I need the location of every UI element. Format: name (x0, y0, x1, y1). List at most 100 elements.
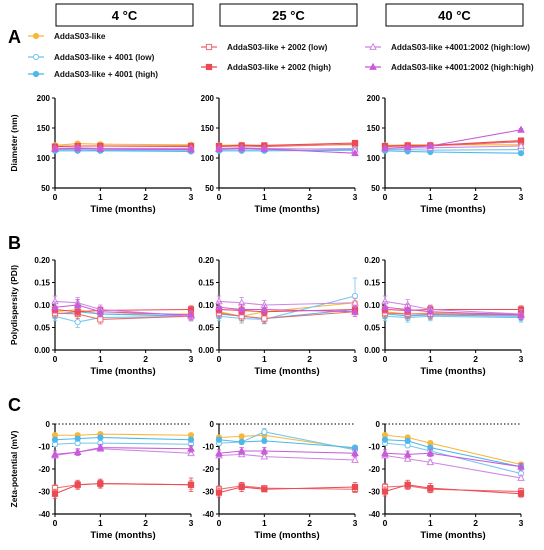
series-line (384, 454, 522, 479)
data-point (351, 307, 359, 315)
x-tick-label: 2 (473, 192, 478, 202)
y-tick-label: -30 (368, 488, 380, 497)
y-tick-label: 200 (367, 94, 381, 103)
header-25c: 25 °C (272, 8, 305, 23)
data-point (261, 315, 268, 322)
data-point (351, 455, 359, 463)
data-point (404, 437, 411, 444)
header-box-40c (385, 3, 524, 27)
series-line (384, 129, 522, 149)
series-line (54, 442, 192, 445)
y-tick-label: 0.05 (198, 324, 214, 333)
y-tick-label: 0.10 (34, 301, 50, 310)
y-tick-label: -10 (202, 443, 214, 452)
y-tick-label: 150 (201, 124, 215, 133)
chart-panel: 0.00 0.05 0.10 0.15 0.20 0 1 2 3 Time (months) (364, 256, 525, 377)
x-tick-label: 2 (473, 518, 478, 528)
x-axis-label: Time (months) (254, 530, 319, 541)
y-tick-label: -40 (38, 510, 50, 519)
y-tick-label: -20 (38, 465, 50, 474)
legend-marker (32, 70, 40, 78)
data-point (187, 481, 195, 488)
series-line (219, 149, 356, 152)
data-point (403, 450, 412, 458)
data-point (96, 443, 105, 451)
series-line (54, 311, 192, 317)
data-point (403, 305, 412, 313)
series (215, 428, 359, 453)
legend-marker (369, 62, 377, 70)
x-tick-label: 0 (383, 354, 388, 364)
y-tick-label: 0.20 (34, 256, 50, 265)
legend-entry: AddaS03-like (28, 32, 106, 41)
x-tick-label: 2 (473, 354, 478, 364)
x-axis-label: Time (months) (254, 366, 319, 377)
series-line (218, 486, 356, 494)
legend-entry: AddaS03-like + 2002 (low) (201, 43, 328, 52)
series-line (218, 453, 356, 461)
series-line (384, 313, 522, 317)
series-line (384, 452, 522, 468)
series-line (218, 311, 356, 320)
legend: AddaS03-like AddaS03-like + 4001 (low) Add… (28, 32, 534, 79)
data-point (381, 302, 389, 311)
data-point (351, 148, 359, 157)
y-tick-label: 150 (37, 124, 51, 133)
data-point (51, 450, 59, 458)
data-point (187, 444, 195, 452)
series-line (54, 304, 192, 316)
series-line (384, 308, 521, 311)
x-tick-label: 3 (189, 192, 194, 202)
x-tick-label: 0 (217, 192, 222, 202)
chart-panel: 50 100 150 200 0 1 2 3 Time (months) Diameter (nm… (9, 94, 195, 215)
panel-letter-c: C (8, 395, 21, 415)
data-point (381, 436, 389, 443)
series (51, 477, 195, 499)
series-line (54, 312, 192, 320)
y-tick-label: 0.15 (198, 279, 214, 288)
x-tick-label: 0 (217, 354, 222, 364)
panel-letter-a: A (8, 27, 21, 47)
y-tick-label: 0.20 (198, 256, 214, 265)
data-point (517, 150, 525, 157)
series (51, 431, 195, 439)
x-tick-label: 1 (98, 518, 103, 528)
y-tick-label: 0.15 (364, 279, 380, 288)
data-point (260, 446, 269, 454)
data-point (381, 488, 389, 495)
y-tick-label: 50 (371, 184, 380, 193)
series-line (54, 143, 192, 146)
x-tick-label: 3 (353, 354, 358, 364)
y-tick-label: 100 (201, 154, 215, 163)
series-line (384, 315, 522, 319)
y-tick-label: 0.10 (198, 301, 214, 310)
series (215, 295, 359, 310)
series (381, 125, 525, 152)
series-line (384, 306, 522, 316)
data-point (351, 298, 359, 306)
x-tick-label: 1 (262, 518, 267, 528)
x-tick-label: 0 (217, 518, 222, 528)
series-line (54, 448, 192, 457)
header-40c: 40 °C (438, 8, 471, 23)
y-tick-label: 0 (46, 420, 51, 429)
y-tick-label: 50 (41, 184, 50, 193)
series-line (384, 312, 522, 316)
chart-panel: 50 100 150 200 0 1 2 3 Time (months) (367, 94, 525, 215)
data-point (381, 144, 389, 152)
series (51, 440, 195, 448)
legend-entry: AddaS03-like +4001:2002 (high:high) (365, 62, 534, 72)
series-line (384, 141, 522, 148)
legend-label: AddaS03-like + 2002 (high) (227, 63, 331, 72)
y-tick-label: 0.00 (198, 346, 214, 355)
legend-entry: AddaS03-like + 2002 (high) (201, 63, 331, 72)
data-point (517, 125, 525, 133)
series (381, 479, 525, 498)
series-line (218, 142, 356, 147)
legend-marker (205, 63, 213, 71)
x-tick-label: 0 (53, 518, 58, 528)
x-tick-label: 3 (189, 354, 194, 364)
